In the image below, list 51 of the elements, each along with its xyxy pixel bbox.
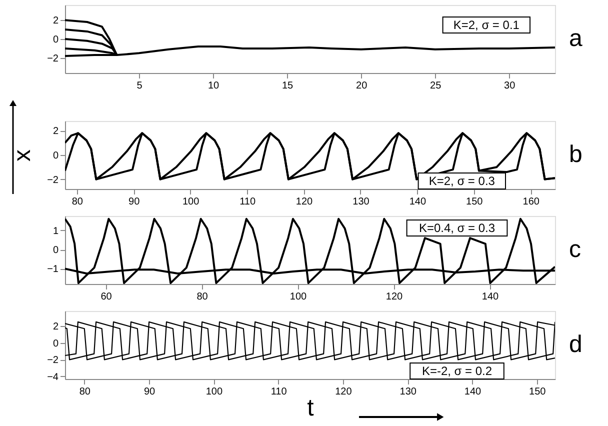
x-tick-label: 80 bbox=[79, 386, 91, 398]
x-tick-label: 100 bbox=[206, 386, 223, 398]
x-tick-label: 110 bbox=[240, 196, 256, 208]
y-tick-label: −2 bbox=[47, 53, 59, 64]
annotation: K=2, σ = 0.3 bbox=[428, 174, 496, 188]
annotation: K=-2, σ = 0.2 bbox=[422, 364, 492, 378]
text: d bbox=[569, 331, 582, 358]
x-tick-label: 100 bbox=[182, 196, 200, 208]
x-tick-label: 140 bbox=[464, 386, 482, 398]
y-tick-label: 2 bbox=[52, 126, 59, 138]
y-tick-label: −4 bbox=[47, 372, 59, 383]
annotation: K=2, σ = 0.1 bbox=[453, 18, 520, 32]
x-tick-label: 15 bbox=[282, 80, 294, 92]
y-tick-label: 2 bbox=[52, 322, 59, 333]
x-tick-label: 90 bbox=[144, 386, 156, 398]
y-tick-label: 1 bbox=[52, 226, 59, 237]
x-tick-label: 5 bbox=[136, 80, 143, 92]
y-tick-label: −2 bbox=[47, 355, 59, 366]
x-tick-label: 140 bbox=[409, 196, 426, 208]
x-tick-label: 80 bbox=[72, 196, 84, 208]
text: a bbox=[569, 25, 583, 52]
x-tick-label: 150 bbox=[466, 196, 484, 208]
x-tick-label: 120 bbox=[296, 196, 314, 208]
annotation: K=0.4, σ = 0.3 bbox=[418, 221, 496, 235]
y-axis-title: x bbox=[9, 150, 36, 162]
x-tick-label: 150 bbox=[529, 386, 546, 398]
x-tick-label: 130 bbox=[400, 386, 417, 398]
x-tick-label: 80 bbox=[196, 292, 208, 302]
y-tick-label: 0 bbox=[52, 34, 59, 46]
y-tick-label: −2 bbox=[47, 174, 59, 186]
y-tick-label: −1 bbox=[47, 264, 59, 276]
x-tick-label: 120 bbox=[386, 292, 404, 302]
y-tick-label: 0 bbox=[52, 245, 59, 256]
x-tick-label: 100 bbox=[290, 292, 308, 302]
x-tick-label: 110 bbox=[270, 386, 288, 398]
x-axis-title: t bbox=[307, 394, 314, 422]
x-tick-label: 20 bbox=[356, 80, 368, 92]
y-tick-label: 0 bbox=[52, 150, 59, 162]
text: b bbox=[569, 141, 582, 168]
y-tick-label: 0 bbox=[52, 338, 59, 350]
x-tick-label: 90 bbox=[128, 196, 140, 208]
text: c bbox=[569, 236, 581, 263]
x-tick-label: 30 bbox=[504, 80, 516, 92]
x-tick-label: 25 bbox=[430, 80, 442, 92]
y-tick-label: 2 bbox=[52, 16, 59, 27]
x-tick-label: 60 bbox=[100, 292, 112, 302]
x-tick-label: 120 bbox=[335, 386, 352, 398]
x-tick-label: 10 bbox=[208, 80, 220, 92]
x-tick-label: 160 bbox=[522, 196, 540, 208]
x-tick-label: 130 bbox=[352, 196, 370, 208]
x-tick-label: 140 bbox=[482, 292, 500, 302]
